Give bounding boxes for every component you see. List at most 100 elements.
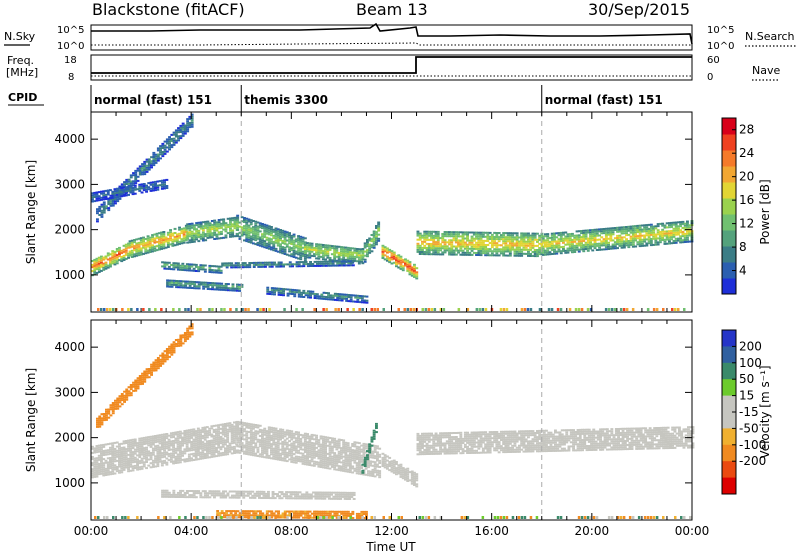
range-gate-cell [190, 443, 194, 446]
range-gate-cell [502, 236, 506, 239]
range-gate-cell [661, 228, 665, 231]
range-gate-cell [518, 240, 521, 243]
range-gate-cell [95, 265, 99, 268]
range-gate-cell [238, 431, 242, 434]
range-gate-cell [115, 248, 119, 250]
range-gate-cell [142, 438, 146, 441]
range-gate-cell [524, 246, 528, 249]
range-gate-cell [147, 438, 151, 441]
range-gate-cell [375, 243, 378, 246]
range-gate-cell [652, 233, 656, 236]
range-gate-cell [212, 441, 216, 444]
range-gate-cell [215, 265, 219, 268]
range-gate-cell [194, 438, 198, 441]
range-gate-cell [418, 251, 422, 253]
range-gate-cell [113, 468, 117, 471]
range-gate-cell [132, 182, 135, 185]
range-gate-cell [589, 229, 592, 232]
range-gate-cell [290, 454, 294, 457]
range-gate-cell [135, 242, 139, 245]
range-gate-cell [593, 228, 597, 231]
range-gate-cell [172, 456, 175, 459]
range-gate-cell [285, 243, 289, 246]
range-gate-cell [529, 253, 533, 255]
range-gate-cell [274, 231, 278, 234]
range-gate-cell [213, 223, 217, 226]
range-gate-cell [208, 429, 212, 432]
range-gate-cell [306, 461, 309, 464]
range-gate-cell [190, 224, 194, 227]
range-gate-cell [230, 423, 234, 426]
range-gate-cell [190, 445, 194, 448]
range-gate-cell [147, 164, 151, 167]
range-gate-cell [342, 250, 346, 253]
near-range-cell [97, 308, 100, 311]
range-gate-cell [504, 248, 508, 251]
range-gate-cell [162, 241, 166, 244]
range-gate-cell [97, 258, 101, 261]
range-gate-cell [356, 300, 360, 303]
range-gate-cell [199, 455, 203, 458]
range-gate-cell [288, 454, 291, 457]
range-gate-cell [131, 469, 135, 472]
range-gate-cell [133, 239, 136, 241]
range-gate-cell [654, 243, 658, 246]
range-gate-cell [490, 252, 494, 255]
range-gate-cell [192, 234, 196, 237]
range-gate-cell [312, 450, 316, 453]
range-gate-cell [423, 238, 427, 241]
range-gate-cell [175, 280, 178, 282]
range-gate-cell [344, 258, 348, 261]
range-gate-cell [208, 444, 212, 446]
range-gate-cell [681, 235, 685, 238]
range-gate-cell [233, 439, 236, 442]
range-gate-cell [256, 233, 260, 236]
range-gate-cell [220, 284, 224, 287]
range-gate-cell [131, 187, 135, 189]
range-gate-cell [268, 263, 272, 266]
range-gate-cell [589, 235, 592, 238]
range-gate-cell [247, 441, 251, 444]
range-gate-cell [527, 242, 530, 245]
range-gate-cell [111, 200, 115, 203]
near-range-cell [586, 308, 590, 311]
range-gate-cell [629, 229, 633, 232]
range-gate-cell [371, 475, 375, 477]
range-gate-cell [115, 187, 119, 190]
range-gate-cell [226, 436, 230, 439]
range-gate-cell [335, 255, 339, 258]
range-gate-cell [115, 445, 119, 448]
range-gate-cell [252, 234, 255, 237]
range-gate-cell [118, 191, 121, 194]
range-gate-cell [445, 233, 449, 236]
range-gate-cell [618, 238, 622, 241]
range-gate-cell [439, 243, 442, 246]
range-gate-cell [283, 240, 287, 243]
range-gate-cell [150, 156, 153, 159]
range-gate-cell [620, 238, 624, 241]
range-gate-cell [622, 228, 626, 231]
range-gate-cell [544, 251, 547, 254]
range-gate-cell [604, 233, 608, 236]
range-gate-cell [205, 454, 209, 457]
range-gate-cell [149, 181, 153, 184]
range-gate-cell [443, 247, 447, 250]
range-gate-cell [481, 233, 485, 236]
range-gate-cell [145, 456, 148, 459]
range-gate-cell [199, 237, 203, 240]
range-gate-cell [408, 273, 412, 276]
range-gate-cell [326, 461, 330, 464]
range-gate-cell [342, 293, 346, 296]
range-gate-cell [270, 451, 273, 454]
range-gate-cell [459, 241, 463, 244]
range-gate-cell [475, 241, 478, 244]
near-range-cell [406, 308, 409, 311]
range-gate-cell [607, 233, 610, 236]
range-gate-cell [399, 259, 403, 262]
range-gate-cell [181, 134, 185, 137]
range-gate-cell [386, 247, 389, 250]
range-gate-cell [142, 244, 145, 247]
range-gate-cell [152, 151, 156, 154]
colorbar-tick-label: 16 [739, 193, 754, 207]
range-gate-cell [306, 296, 310, 299]
